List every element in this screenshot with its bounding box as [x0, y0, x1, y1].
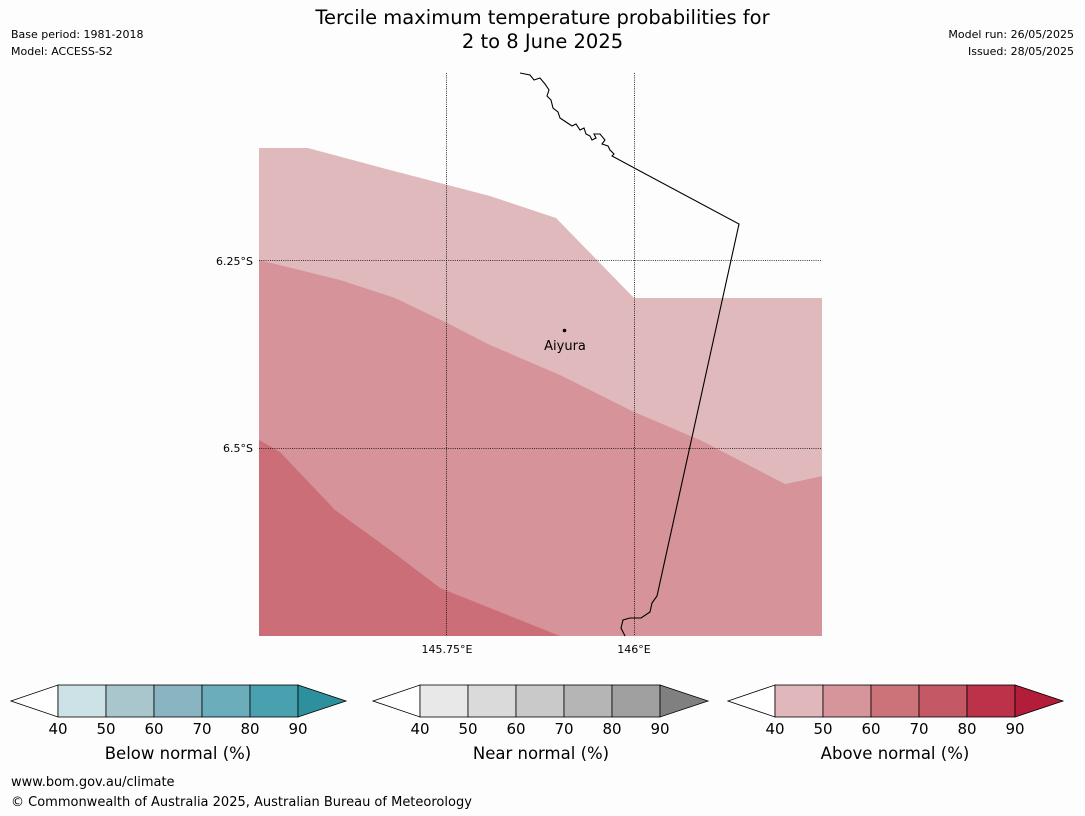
- colorbar-below-tick-label: 40: [48, 720, 68, 738]
- colorbar-above-min-extension: [727, 684, 776, 718]
- colorbar-below-tick-label: 90: [288, 720, 308, 738]
- colorbar-above-max-extension: [1014, 684, 1065, 718]
- lon-tick-146e: 146°E: [617, 643, 650, 656]
- colorbar-above-tick-label: 50: [813, 720, 833, 738]
- colorbar-near: [372, 684, 710, 718]
- colorbar-near-tick-label: 90: [650, 720, 670, 738]
- colorbar-near-tick-label: 60: [506, 720, 526, 738]
- colorbar-near-segment-0: [419, 684, 469, 718]
- colorbar-below-tick-label: 80: [240, 720, 260, 738]
- colorbar-near-segment-1: [467, 684, 517, 718]
- colorbar-near-segment-3: [563, 684, 613, 718]
- colorbar-above: [727, 684, 1065, 718]
- header-left-meta: Base period: 1981-2018 Model: ACCESS-S2: [11, 26, 143, 60]
- place-label-aiyura: Aiyura: [544, 339, 586, 354]
- colorbar-below-segment-4: [249, 684, 299, 718]
- model-run-text: Model run: 26/05/2025: [948, 28, 1074, 41]
- legend-label-below: Below normal (%): [104, 744, 252, 763]
- footer-url: www.bom.gov.au/climate: [11, 775, 175, 790]
- legend-below-normal: 40 50 60 70 80 90 Below normal (%): [10, 684, 350, 763]
- colorbar-below: [10, 684, 348, 718]
- colorbar-below-segment-1: [105, 684, 155, 718]
- title-line-1: Tercile maximum temperature probabilitie…: [315, 6, 770, 29]
- colorbar-above-tick-label: 90: [1005, 720, 1025, 738]
- colorbar-near-tick-label: 50: [458, 720, 478, 738]
- legend-above-normal: 40 50 60 70 80 90 Above normal (%): [727, 684, 1067, 763]
- colorbar-above-segment-2: [870, 684, 920, 718]
- colorbar-near-tick-label: 70: [554, 720, 574, 738]
- legend-label-above: Above normal (%): [820, 744, 970, 763]
- lat-tick-6-25s: 6.25°S: [216, 255, 253, 268]
- colorbar-ticks-near: 40 50 60 70 80 90: [372, 720, 712, 738]
- gridlines: [259, 73, 822, 636]
- colorbar-below-segment-0: [57, 684, 107, 718]
- map-canvas: Aiyura 6.25°S 6.5°S 145.75°E 146°E: [216, 72, 822, 656]
- probability-shading: [259, 148, 822, 636]
- header-right-meta: Model run: 26/05/2025 Issued: 28/05/2025: [948, 26, 1074, 60]
- lon-tick-145-75e: 145.75°E: [422, 643, 473, 656]
- colorbar-near-segment-2: [515, 684, 565, 718]
- colorbar-near-tick-label: 80: [602, 720, 622, 738]
- colorbar-below-segment-3: [201, 684, 251, 718]
- colorbar-ticks-above: 40 50 60 70 80 90: [727, 720, 1067, 738]
- colorbar-above-tick-label: 60: [861, 720, 881, 738]
- colorbar-above-segment-4: [966, 684, 1016, 718]
- boundary-line: [519, 72, 740, 637]
- lat-tick-6-5s: 6.5°S: [223, 442, 253, 455]
- legend-near-normal: 40 50 60 70 80 90 Near normal (%): [372, 684, 712, 763]
- colorbar-near-max-extension: [659, 684, 710, 718]
- colorbar-below-segment-2: [153, 684, 203, 718]
- colorbar-near-tick-label: 40: [410, 720, 430, 738]
- colorbar-above-segment-0: [774, 684, 824, 718]
- colorbar-near-min-extension: [372, 684, 421, 718]
- title-line-2: 2 to 8 June 2025: [461, 30, 624, 53]
- colorbar-ticks-below: 40 50 60 70 80 90: [10, 720, 350, 738]
- issued-text: Issued: 28/05/2025: [967, 45, 1074, 58]
- colorbar-above-segment-1: [822, 684, 872, 718]
- colorbar-above-segment-3: [918, 684, 968, 718]
- legend-label-near: Near normal (%): [472, 744, 610, 763]
- colorbar-below-tick-label: 50: [96, 720, 116, 738]
- zone-above-60-70: [259, 440, 560, 636]
- colorbar-below-tick-label: 60: [144, 720, 164, 738]
- zone-above-50-60: [259, 260, 822, 636]
- aiyura-marker: [562, 328, 567, 333]
- model-text: Model: ACCESS-S2: [11, 45, 113, 58]
- base-period-text: Base period: 1981-2018: [11, 28, 144, 41]
- colorbar-above-tick-label: 70: [909, 720, 929, 738]
- colorbar-near-segment-4: [611, 684, 661, 718]
- page-title: Tercile maximum temperature probabilitie…: [0, 6, 1085, 54]
- colorbar-below-tick-label: 70: [192, 720, 212, 738]
- colorbar-below-max-extension: [297, 684, 348, 718]
- colorbar-above-tick-label: 40: [765, 720, 785, 738]
- footer-copyright: © Commonwealth of Australia 2025, Austra…: [11, 795, 472, 810]
- colorbar-above-tick-label: 80: [957, 720, 977, 738]
- colorbar-below-min-extension: [10, 684, 59, 718]
